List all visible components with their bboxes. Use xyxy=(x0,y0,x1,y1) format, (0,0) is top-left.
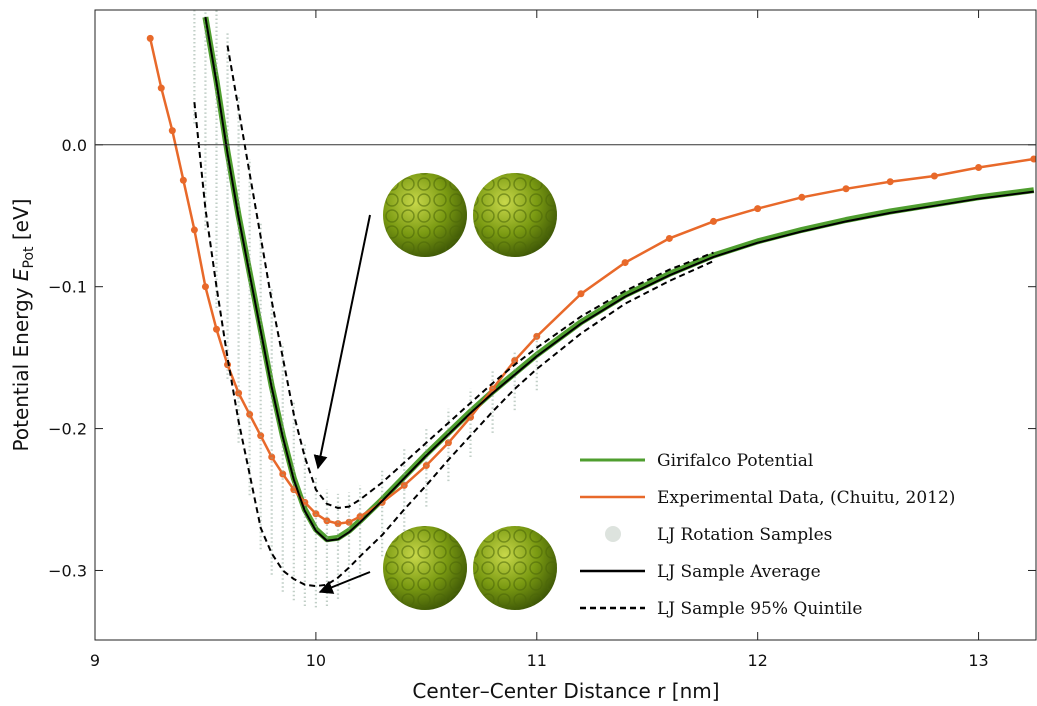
x-tick-label: 11 xyxy=(527,651,547,670)
point xyxy=(886,178,894,186)
point xyxy=(709,217,717,225)
x-tick-label: 12 xyxy=(747,651,767,670)
point xyxy=(257,432,265,440)
y-axis-label: Potential Energy EPot [eV] xyxy=(9,199,38,452)
point xyxy=(312,510,320,518)
y-label-subscript: Pot xyxy=(21,246,37,269)
y-label-text: Potential Energy xyxy=(9,287,33,451)
arrow xyxy=(318,571,371,594)
legend-swatch xyxy=(605,526,621,542)
point xyxy=(577,290,585,298)
fullerene-pair-top xyxy=(383,173,557,257)
x-tick-label: 10 xyxy=(306,651,326,670)
point xyxy=(621,259,629,267)
y-label-symbol: E xyxy=(9,268,33,281)
y-tick-label: −0.2 xyxy=(48,420,87,439)
point xyxy=(334,520,342,528)
point xyxy=(190,226,198,234)
point xyxy=(1030,155,1036,163)
legend-label: LJ Sample Average xyxy=(657,562,821,582)
x-tick-label: 9 xyxy=(90,651,100,670)
x-tick-label: 13 xyxy=(968,651,988,670)
plot-area xyxy=(146,10,1036,608)
point xyxy=(930,172,938,180)
point xyxy=(444,439,452,447)
y-label-unit: [eV] xyxy=(9,199,33,241)
arrow xyxy=(313,214,371,470)
y-tick-label: −0.1 xyxy=(48,278,87,297)
point xyxy=(665,234,673,242)
legend-label: Experimental Data, (Chuitu, 2012) xyxy=(657,488,955,508)
line xyxy=(193,102,714,588)
point xyxy=(533,332,541,340)
point xyxy=(235,389,243,397)
y-tick-label: −0.3 xyxy=(48,561,87,580)
point xyxy=(378,498,386,506)
x-axis-label: Center–Center Distance r [nm] xyxy=(412,679,719,703)
legend-label: LJ Rotation Samples xyxy=(657,525,832,545)
point xyxy=(157,84,165,92)
line xyxy=(226,45,714,510)
legend-label: LJ Sample 95% Quintile xyxy=(657,599,862,619)
point xyxy=(146,34,154,42)
point xyxy=(279,470,287,478)
point xyxy=(179,176,187,184)
point xyxy=(168,127,176,135)
point xyxy=(212,325,220,333)
point xyxy=(201,283,209,291)
plot-frame xyxy=(94,9,1037,641)
point xyxy=(798,193,806,201)
point xyxy=(754,205,762,213)
line xyxy=(204,16,1034,542)
point xyxy=(268,453,276,461)
point xyxy=(842,185,850,193)
y-tick-label: 0.0 xyxy=(62,136,87,155)
point xyxy=(290,486,298,494)
point xyxy=(975,164,983,171)
legend-label: Girifalco Potential xyxy=(657,451,813,471)
point xyxy=(345,518,353,526)
fullerene-pair-bottom xyxy=(383,526,557,610)
